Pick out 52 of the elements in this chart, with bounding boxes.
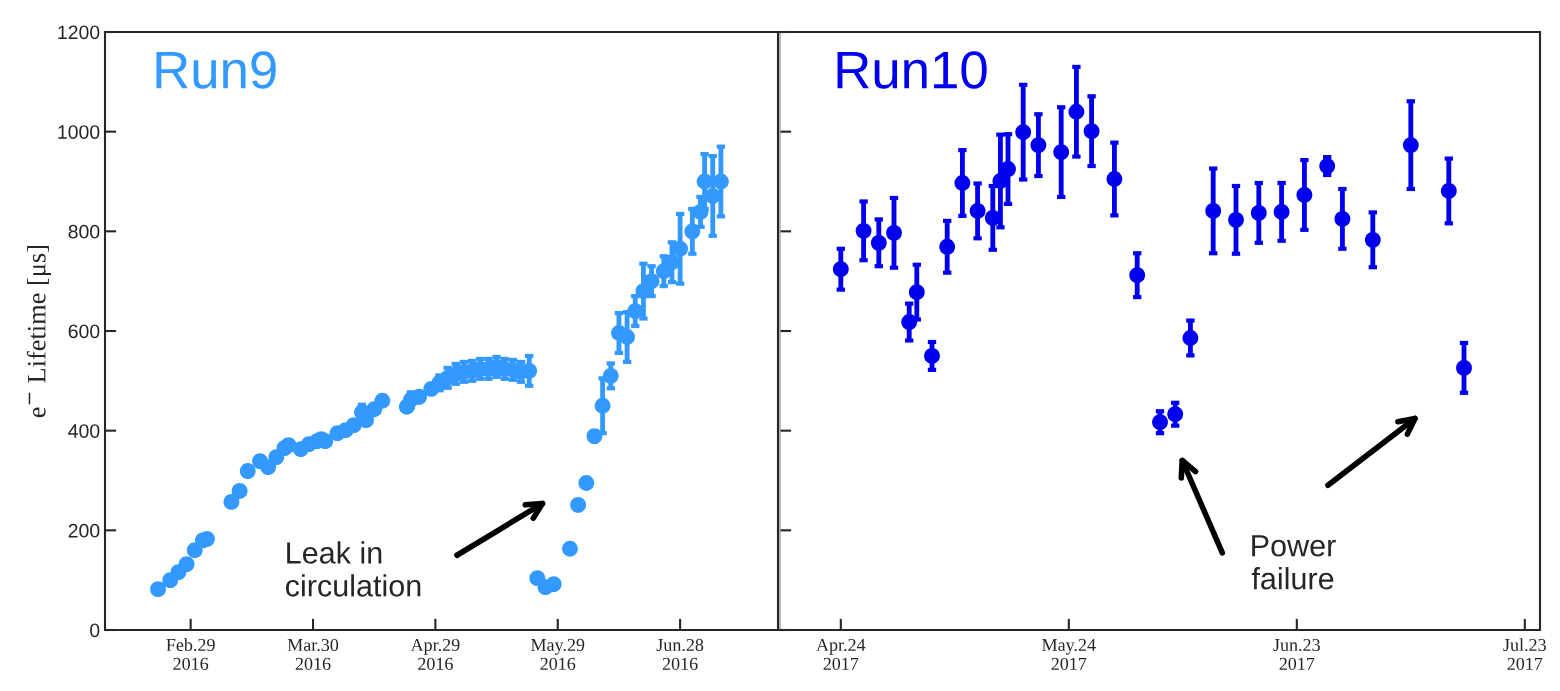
x-tick-label: Jun.28 2016	[656, 638, 704, 670]
point	[1053, 144, 1070, 161]
x-tick-label: Mar.30 2016	[287, 638, 339, 670]
point	[1000, 161, 1016, 177]
x-tick-label: Jun.23 2017	[1273, 638, 1320, 670]
point	[1364, 231, 1381, 248]
annotation: Leak in circulation	[285, 541, 421, 597]
point	[924, 348, 940, 364]
point	[1167, 406, 1184, 423]
y-tick-label: 800	[68, 224, 100, 239]
point	[1319, 158, 1336, 174]
point	[1334, 210, 1351, 227]
point	[1068, 103, 1085, 120]
y-tick-label: 200	[68, 523, 100, 538]
y-tick-label: 400	[68, 424, 100, 438]
point	[832, 261, 849, 278]
point	[1440, 183, 1457, 199]
point	[939, 238, 956, 255]
point	[901, 314, 918, 330]
point	[1273, 203, 1290, 220]
point	[1083, 123, 1100, 140]
point	[1205, 202, 1222, 219]
y-tick-label: 0	[90, 623, 100, 638]
point	[954, 175, 971, 191]
x-tick-label: Feb.29 2016	[166, 638, 215, 670]
y-tick-label: 1200	[58, 25, 100, 40]
point	[1182, 330, 1199, 346]
y-axis-title: e$^{−}$ Lifetime [μs]	[26, 245, 52, 418]
point	[886, 224, 902, 241]
point	[1015, 124, 1032, 141]
point	[1106, 171, 1123, 187]
point	[1129, 267, 1146, 284]
y-tick-label: 600	[68, 324, 100, 339]
x-tick-label: Apr.24 2017	[816, 638, 866, 670]
x-tick-label: Jul.23 2017	[1503, 638, 1546, 670]
point	[1228, 211, 1244, 228]
x-tick-label: May.24 2017	[1042, 638, 1096, 670]
point	[908, 284, 925, 301]
point	[1030, 137, 1047, 154]
y-tick-label: 1000	[58, 125, 100, 139]
annotation: Power failure	[1251, 535, 1336, 590]
point	[1250, 204, 1267, 221]
point	[1296, 187, 1313, 203]
point	[870, 234, 887, 251]
text: Run9	[156, 51, 276, 89]
point	[969, 202, 986, 219]
x-tick-label: Apr.29 2016	[410, 638, 460, 670]
point	[1456, 359, 1472, 376]
point	[1402, 137, 1419, 154]
x-tick-label: May.29 2016	[531, 638, 585, 670]
series-label: Run10	[837, 51, 987, 89]
point	[855, 222, 872, 239]
